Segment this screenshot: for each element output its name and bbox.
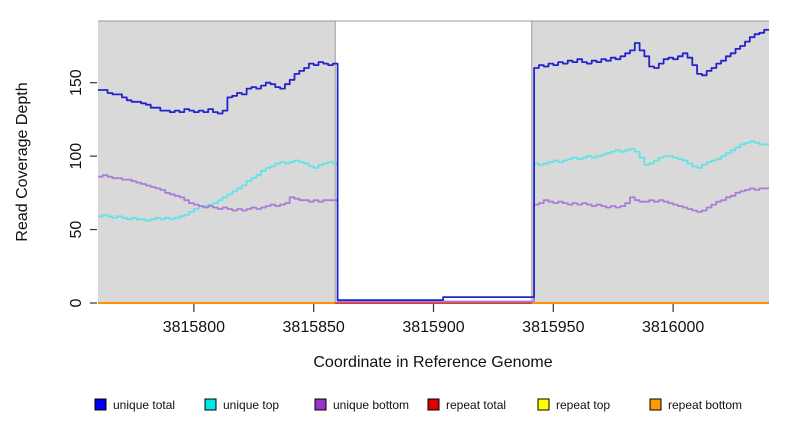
legend-swatch-unique-top: [204, 398, 217, 411]
legend-label-unique-total: unique total: [113, 398, 175, 412]
legend-swatch-unique-bottom: [314, 398, 327, 411]
masked-region: [334, 20, 533, 304]
x-tick-label: 3816000: [642, 319, 704, 336]
y-tick-label: 50: [68, 221, 85, 239]
x-tick-label: 3815950: [522, 319, 584, 336]
plot-layer: 3815800 3815850 3815900 3815950 3816000 0 50 10…: [68, 20, 769, 336]
y-tick-label: 0: [68, 298, 85, 307]
legend-swatch-repeat-total: [427, 398, 440, 411]
legend-swatch-unique-total: [94, 398, 107, 411]
legend-label-repeat-bottom: repeat bottom: [668, 398, 742, 412]
legend-swatch-repeat-bottom: [649, 398, 662, 411]
legend-label-repeat-total: repeat total: [446, 398, 506, 412]
x-tick-label: 3815900: [402, 319, 464, 336]
y-tick-label: 150: [68, 69, 85, 96]
x-axis-title: Coordinate in Reference Genome: [313, 354, 552, 371]
x-tick-label: 3815850: [283, 319, 345, 336]
y-axis-title: Read Coverage Depth: [14, 82, 31, 241]
legend-label-unique-bottom: unique bottom: [333, 398, 409, 412]
series-unique-bottom-line: [98, 174, 769, 303]
legend-swatch-repeat-top: [537, 398, 550, 411]
legend-label-repeat-top: repeat top: [556, 398, 610, 412]
chart-legend: unique total unique top unique bottom repea…: [94, 398, 742, 412]
x-tick-label: 3815800: [163, 319, 225, 336]
legend-label-unique-top: unique top: [223, 398, 279, 412]
y-tick-label: 100: [68, 143, 85, 170]
series-unique-total-line: [98, 28, 769, 301]
